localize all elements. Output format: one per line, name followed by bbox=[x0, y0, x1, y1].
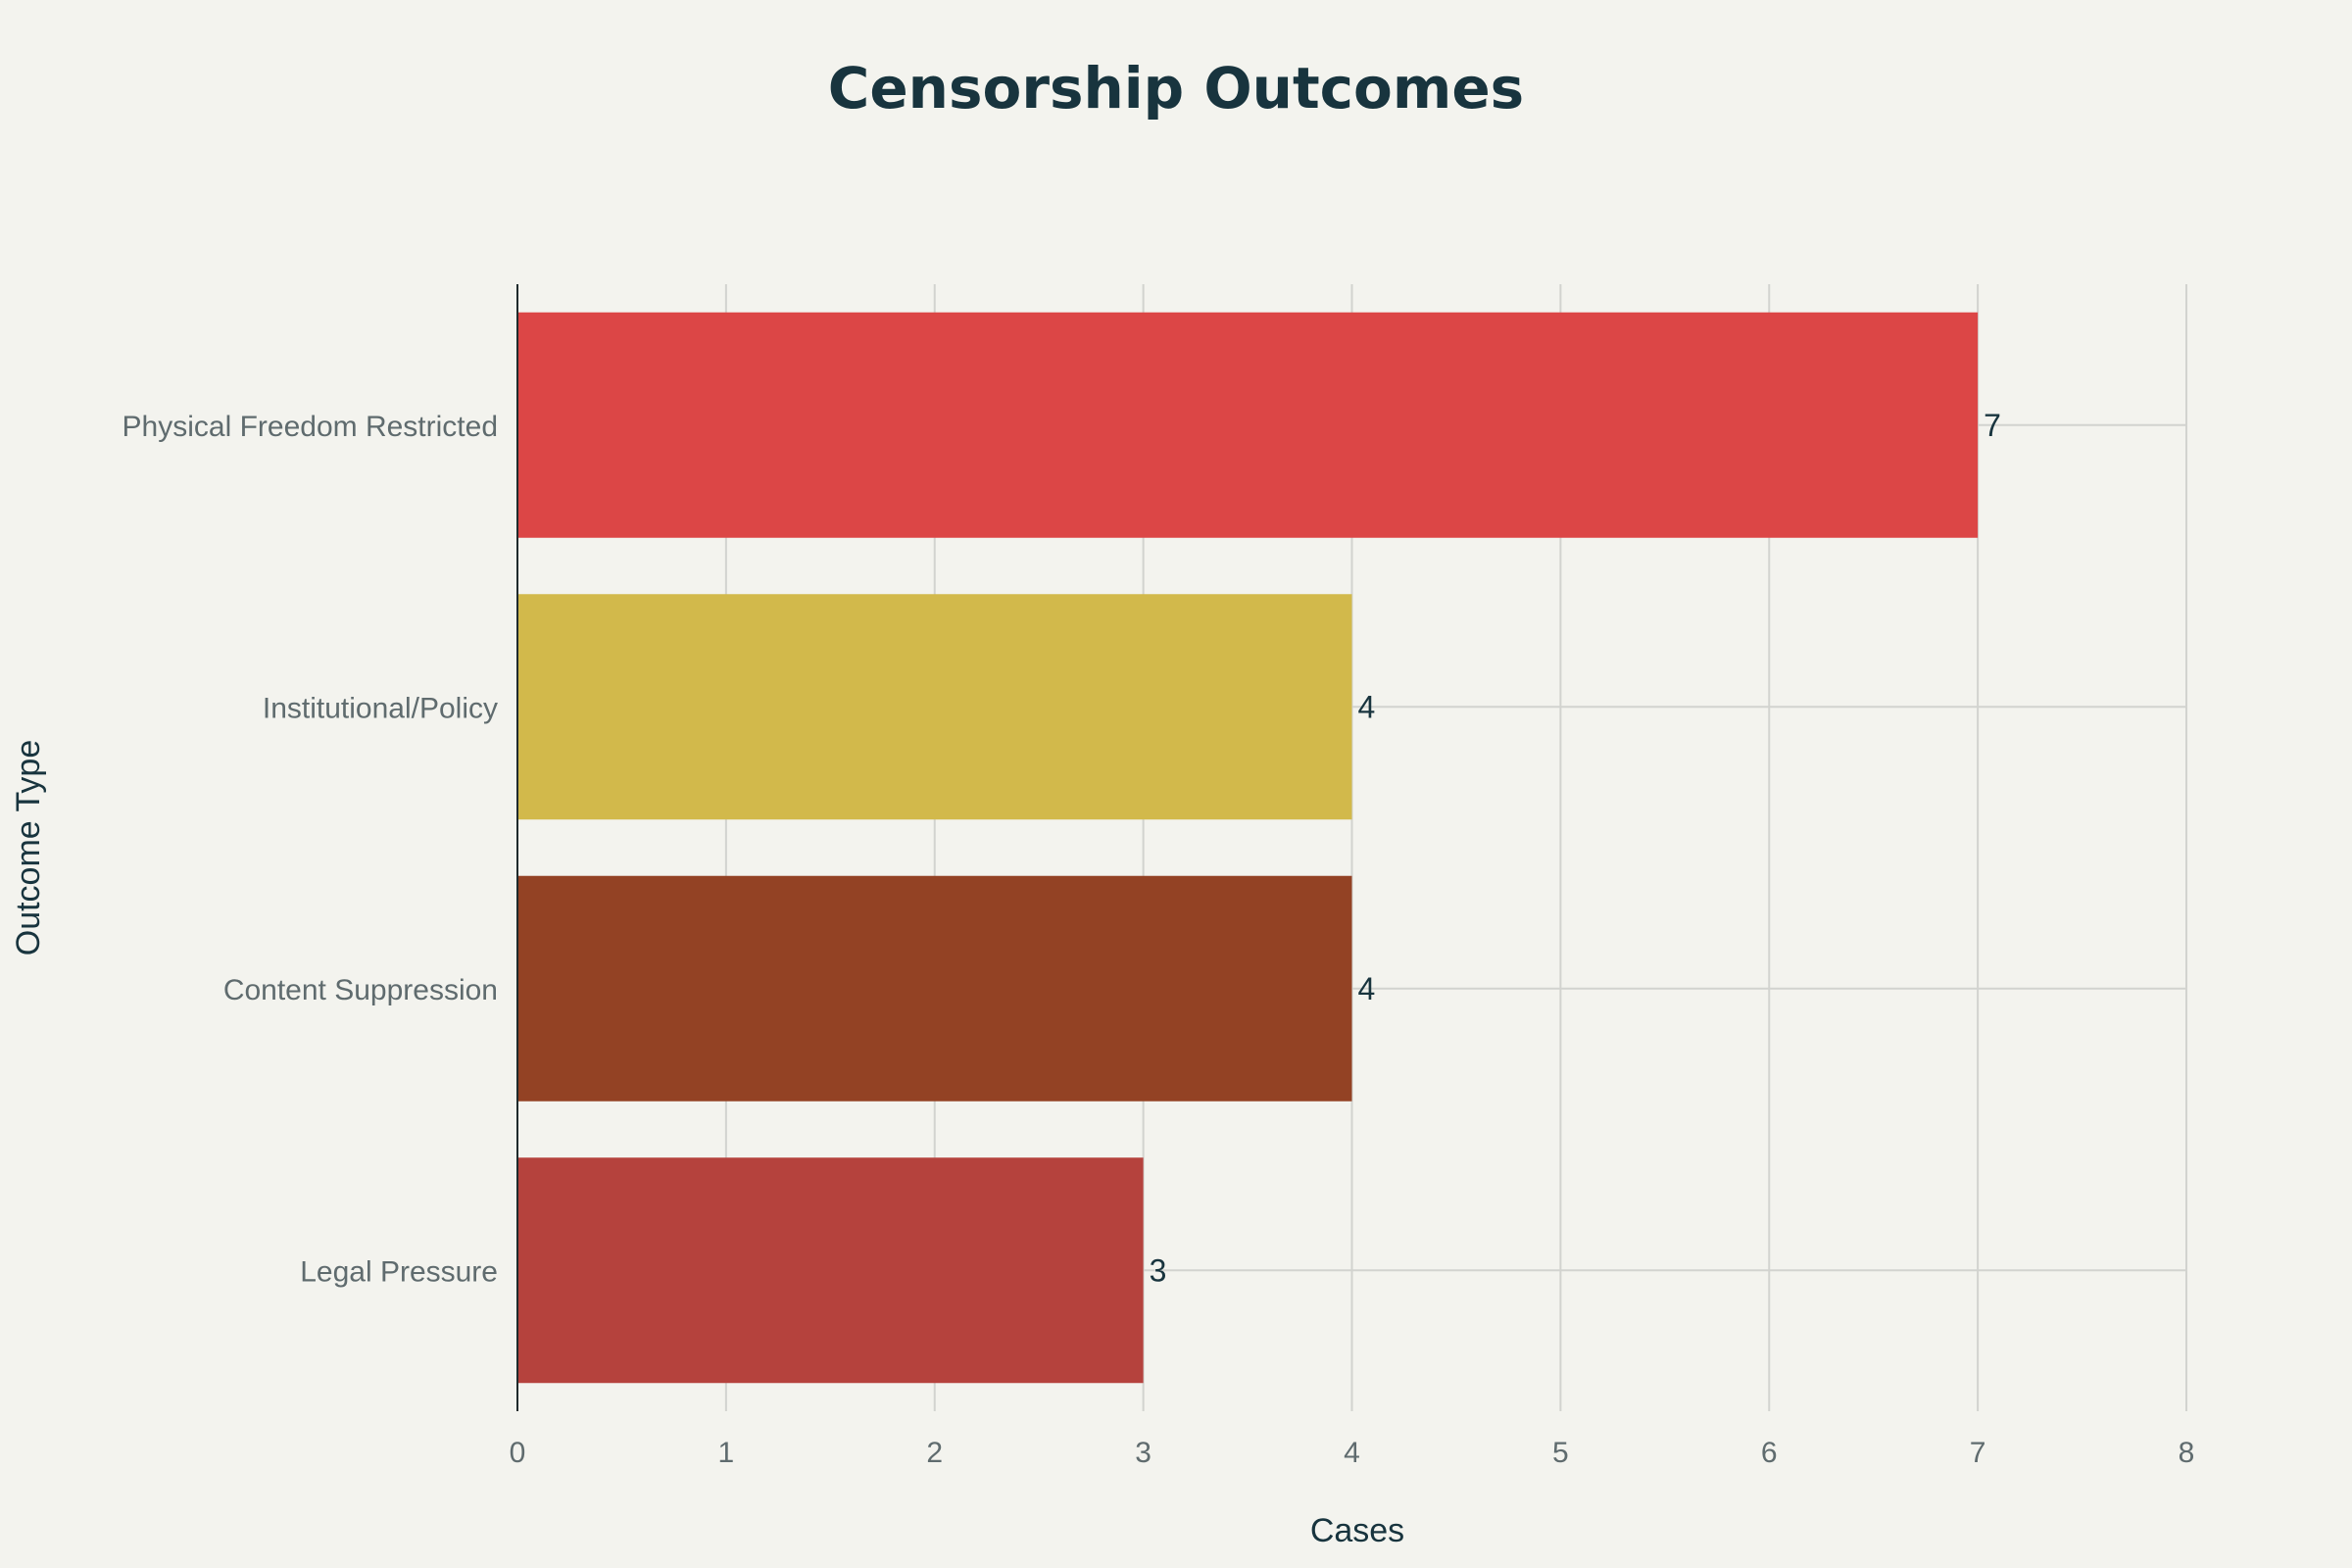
y-tick-label: Institutional/Policy bbox=[263, 692, 498, 724]
x-tick-label: 5 bbox=[1552, 1437, 1569, 1469]
x-tick-label: 0 bbox=[510, 1437, 526, 1469]
data-label: 4 bbox=[1358, 971, 1376, 1006]
bars-layer: 7 4 4 3 bbox=[517, 312, 2001, 1384]
x-tick-label: 3 bbox=[1135, 1437, 1152, 1469]
x-tick-label: 7 bbox=[1970, 1437, 1986, 1469]
bar bbox=[517, 875, 1352, 1102]
bar bbox=[517, 594, 1352, 820]
data-label: 3 bbox=[1150, 1252, 1167, 1288]
y-tick-label: Content Suppression bbox=[223, 974, 498, 1006]
x-tick-label: 8 bbox=[2179, 1437, 2195, 1469]
x-axis-title: Cases bbox=[1310, 1512, 1404, 1549]
y-axis-title: Outcome Type bbox=[10, 740, 47, 956]
bar bbox=[517, 1157, 1144, 1384]
y-tick-label: Legal Pressure bbox=[300, 1255, 498, 1288]
data-label: 4 bbox=[1358, 689, 1376, 724]
x-tick-label: 1 bbox=[718, 1437, 735, 1469]
x-tick-label: 6 bbox=[1761, 1437, 1778, 1469]
axis-layer: 0 1 2 3 4 5 6 7 8 Physical Freedom Restricted Inst… bbox=[122, 284, 2195, 1469]
chart-title: Censorship Outcomes bbox=[828, 55, 1524, 122]
bar bbox=[517, 312, 1979, 538]
x-tick-label: 2 bbox=[926, 1437, 943, 1469]
y-tick-label: Physical Freedom Restricted bbox=[122, 411, 498, 443]
x-tick-label: 4 bbox=[1344, 1437, 1360, 1469]
data-label: 7 bbox=[1984, 408, 2001, 443]
